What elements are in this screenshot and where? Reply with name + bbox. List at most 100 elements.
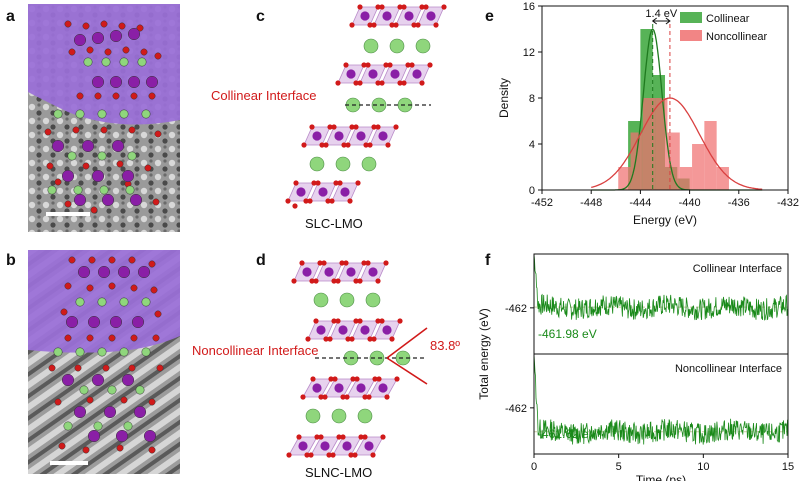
oxygen-atom (286, 452, 292, 458)
oxygen-atom (322, 394, 328, 400)
oxygen-atom (375, 4, 381, 10)
oxygen-atom (366, 394, 372, 400)
oxygen-atom (58, 442, 66, 450)
legend-label: Noncollinear (706, 31, 767, 43)
md-energy-svg: -462 Collinear Interface -461.98 eV -462 Non… (477, 253, 794, 486)
oxygen-atom (318, 434, 324, 440)
li-atom (83, 57, 93, 67)
li-atom (141, 347, 151, 357)
oxygen-atom (82, 22, 90, 30)
oxygen-atom (300, 394, 306, 400)
mn-atom (340, 187, 350, 197)
oxygen-atom (349, 22, 355, 28)
mn-atom (51, 139, 65, 153)
oxygen-atom (310, 376, 316, 382)
oxygen-atom (154, 52, 162, 60)
y-tick-label: 4 (529, 139, 535, 151)
oxygen-atom (60, 308, 68, 316)
oxygen-atom (331, 124, 337, 130)
li-atom (363, 38, 379, 54)
oxygen-atom (86, 284, 94, 292)
mn-atom (137, 265, 151, 279)
x-axis-label: Energy (eV) (633, 213, 697, 227)
oxygen-atom (335, 278, 341, 284)
oxygen-atom (397, 4, 403, 10)
mn-atom (368, 69, 378, 79)
mn-atom (360, 11, 370, 21)
oxygen-atom (332, 376, 338, 382)
mn-atom (87, 315, 101, 329)
oxygen-atom (345, 336, 351, 342)
li-atom (73, 185, 83, 195)
oxygen-atom (365, 62, 371, 68)
mn-atom (77, 265, 91, 279)
oxygen-atom (362, 434, 368, 440)
oxygen-atom (148, 260, 156, 268)
oxygen-atom (363, 142, 369, 148)
arrow-head (651, 17, 657, 25)
mn-atom (404, 11, 414, 21)
oxygen-atom (102, 364, 110, 372)
li-atom (123, 421, 133, 431)
oxygen-atom (415, 22, 421, 28)
oxygen-atom (365, 260, 371, 266)
y-tick-label: 8 (529, 93, 535, 105)
li-atom (331, 408, 347, 424)
oxygen-atom (326, 452, 332, 458)
oxygen-atom (393, 124, 399, 130)
mn-atom (81, 139, 95, 153)
oxygen-atom (44, 128, 52, 136)
oxygen-atom (383, 62, 389, 68)
crystal-structure-c (285, 4, 447, 209)
li-atom (369, 350, 385, 366)
oxygen-atom (305, 336, 311, 342)
x-axis-label: Time (ps) (636, 473, 686, 481)
scale-bar-b (50, 461, 88, 465)
x-tick-label: 15 (782, 461, 794, 473)
oxygen-atom (46, 162, 54, 170)
li-atom (75, 347, 85, 357)
angle-line-lower (386, 357, 428, 385)
oxygen-atom (136, 24, 144, 32)
oxygen-atom (389, 22, 395, 28)
mn-atom (334, 131, 344, 141)
mn-atom (91, 373, 105, 387)
oxygen-atom (317, 260, 323, 266)
y-axis-label: Total energy (eV) (477, 308, 491, 399)
oxygen-atom (427, 62, 433, 68)
mn-atom (346, 267, 356, 277)
oxygen-atom (331, 278, 337, 284)
oxygen-atom (384, 394, 390, 400)
oxygen-atom (394, 376, 400, 382)
oxygen-atom (419, 4, 425, 10)
oxygen-atom (355, 180, 361, 186)
oxygen-atom (154, 310, 162, 318)
collinear-interface-label: Collinear Interface (211, 88, 317, 103)
li-atom (135, 385, 145, 395)
x-tick-label: -448 (580, 197, 602, 209)
oxygen-atom (116, 160, 124, 168)
mn-atom (115, 429, 129, 443)
oxygen-atom (357, 4, 363, 10)
subplot-title: Collinear Interface (693, 263, 782, 275)
oxygen-atom (335, 318, 341, 324)
li-atom (97, 347, 107, 357)
y-tick-label: -462 (505, 403, 527, 415)
x-tick-label: 0 (531, 461, 537, 473)
mn-atom (87, 429, 101, 443)
mn-atom (111, 139, 125, 153)
oxygen-atom (90, 206, 98, 214)
oxygen-atom (371, 124, 377, 130)
oxygen-atom (380, 434, 386, 440)
mn-atom (316, 325, 326, 335)
structure-model-c (255, 0, 475, 245)
oxygen-atom (367, 142, 373, 148)
oxygen-atom (357, 80, 363, 86)
oxygen-atom (375, 80, 381, 86)
li-atom (335, 156, 351, 172)
oxygen-atom (64, 282, 72, 290)
li-atom (107, 385, 117, 395)
histogram-chart: 1.4 eV -452 -448 -444 -440 -436 -432 0 4 8 12 16 Ene… (494, 0, 800, 245)
oxygen-atom (433, 22, 439, 28)
oxygen-atom (357, 318, 363, 324)
